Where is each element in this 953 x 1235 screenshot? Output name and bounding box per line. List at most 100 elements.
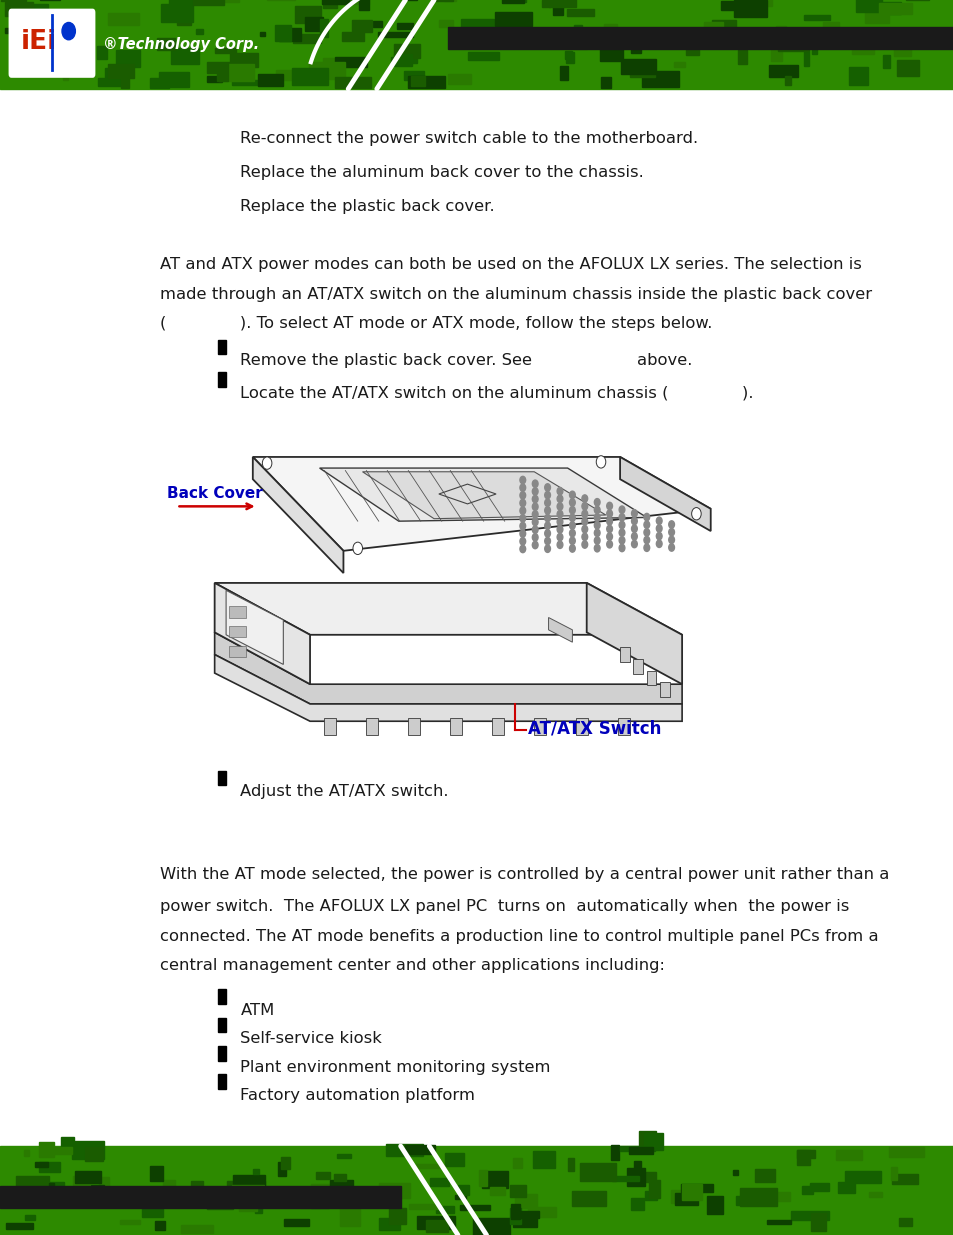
Bar [481, 1172, 507, 1188]
Bar [448, 74, 471, 84]
Bar [207, 1204, 233, 1209]
Bar [680, 1184, 712, 1192]
Bar [685, 48, 699, 56]
Polygon shape [214, 655, 681, 721]
Circle shape [353, 542, 362, 555]
Text: power switch.  The AFOLUX LX panel PC  turns on  automatically when  the power i: power switch. The AFOLUX LX panel PC tur… [160, 899, 849, 914]
Bar [0, 1146, 953, 1235]
Bar [150, 1166, 163, 1181]
Circle shape [557, 534, 562, 541]
Circle shape [643, 514, 649, 521]
Circle shape [668, 521, 674, 529]
Bar [534, 718, 545, 735]
Bar [284, 1219, 309, 1226]
Circle shape [557, 519, 562, 526]
Bar [809, 1183, 828, 1191]
Bar [7, 1224, 33, 1229]
Circle shape [631, 510, 637, 517]
Bar [26, 1215, 35, 1219]
Bar [870, 2, 900, 14]
Bar [83, 1186, 104, 1194]
Text: Replace the aluminum back cover to the chassis.: Replace the aluminum back cover to the c… [240, 165, 643, 180]
Bar [359, 0, 369, 10]
Bar [889, 1167, 897, 1181]
Polygon shape [586, 583, 681, 684]
FancyBboxPatch shape [9, 9, 95, 78]
Circle shape [606, 517, 612, 525]
Bar [882, 56, 889, 68]
Bar [572, 41, 587, 49]
Bar [740, 1, 745, 12]
Bar [600, 77, 611, 89]
Circle shape [569, 514, 575, 521]
Circle shape [656, 517, 661, 525]
Bar [219, 63, 253, 80]
Bar [681, 1184, 701, 1200]
Bar [810, 1213, 825, 1231]
Circle shape [569, 545, 575, 552]
Circle shape [557, 541, 562, 548]
Bar [626, 1168, 644, 1186]
Bar [355, 1194, 384, 1204]
Bar [217, 372, 226, 387]
Bar [373, 21, 382, 27]
Circle shape [544, 506, 550, 514]
Circle shape [581, 510, 587, 517]
Circle shape [519, 477, 525, 484]
Bar [790, 1212, 828, 1220]
Bar [415, 1163, 444, 1168]
Bar [121, 74, 129, 88]
Bar [639, 1131, 655, 1146]
Circle shape [532, 534, 537, 541]
Circle shape [631, 532, 637, 540]
Text: AT and ATX power modes can both be used on the AFOLUX LX series. The selection i: AT and ATX power modes can both be used … [160, 257, 862, 272]
Circle shape [618, 545, 624, 552]
Bar [229, 606, 246, 618]
Bar [176, 21, 191, 25]
Bar [39, 1142, 53, 1157]
Circle shape [581, 495, 587, 503]
Text: Replace the plastic back cover.: Replace the plastic back cover. [240, 199, 495, 214]
Bar [643, 1134, 662, 1150]
Circle shape [544, 499, 550, 506]
Circle shape [606, 525, 612, 532]
Bar [515, 1194, 536, 1208]
Bar [207, 62, 244, 73]
Bar [492, 718, 503, 735]
Bar [766, 1220, 791, 1224]
Bar [238, 1204, 256, 1210]
Bar [105, 68, 112, 85]
Bar [217, 989, 226, 1004]
Circle shape [656, 540, 661, 547]
Bar [115, 51, 140, 67]
Text: central management center and other applications including:: central management center and other appl… [160, 958, 664, 973]
Bar [768, 65, 797, 77]
Bar [16, 1176, 49, 1193]
Bar [377, 32, 413, 37]
Bar [72, 1176, 90, 1184]
Circle shape [569, 492, 575, 499]
Circle shape [643, 543, 649, 551]
Bar [353, 1188, 361, 1199]
Bar [305, 17, 322, 31]
Bar [280, 1157, 290, 1168]
Bar [739, 1188, 776, 1207]
Polygon shape [548, 618, 572, 642]
Bar [533, 1151, 555, 1168]
Circle shape [581, 525, 587, 534]
Bar [559, 65, 567, 80]
Bar [659, 682, 669, 697]
Bar [428, 1219, 451, 1224]
Bar [641, 72, 679, 88]
Bar [259, 32, 265, 36]
Bar [801, 1186, 812, 1194]
Bar [311, 1194, 329, 1208]
Circle shape [618, 506, 624, 514]
Bar [163, 1179, 175, 1191]
Bar [511, 1204, 519, 1219]
Circle shape [594, 537, 599, 545]
Bar [258, 74, 283, 85]
Bar [334, 1174, 346, 1181]
Bar [5, 2, 33, 16]
Bar [63, 75, 69, 80]
